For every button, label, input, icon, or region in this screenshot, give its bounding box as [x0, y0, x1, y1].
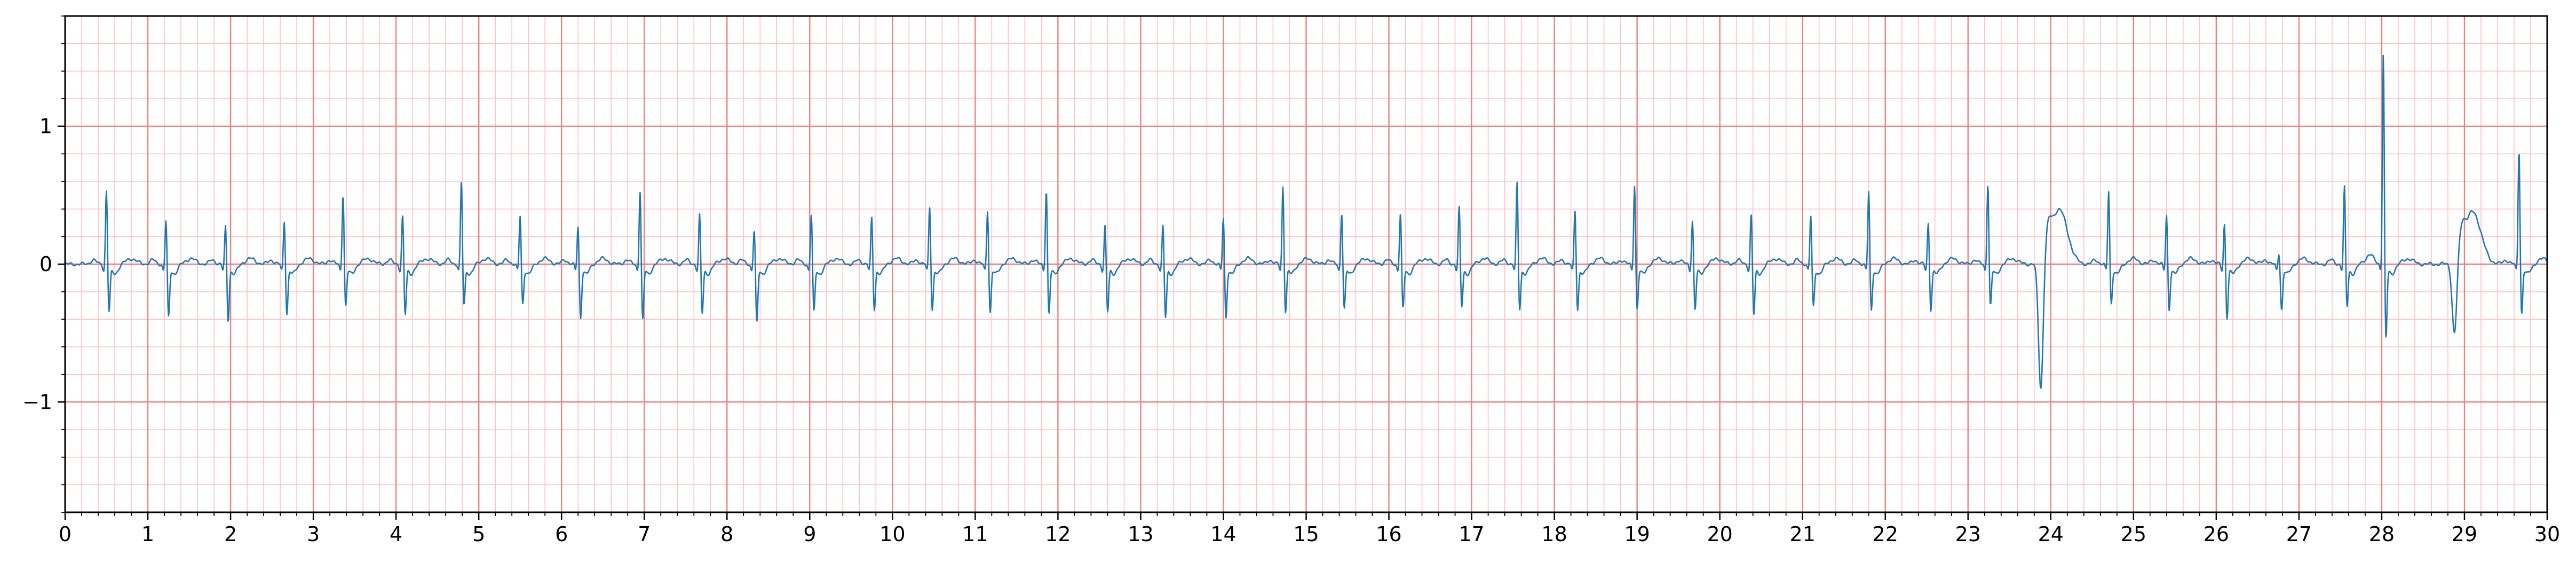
x-tick-label: 6 — [555, 522, 568, 546]
x-tick-label: 15 — [1293, 522, 1319, 546]
x-tick-label: 28 — [2369, 522, 2395, 546]
y-tick-label: −1 — [22, 390, 52, 414]
x-tick-label: 18 — [1541, 522, 1567, 546]
x-tick-label: 0 — [59, 522, 72, 546]
x-tick-label: 10 — [879, 522, 905, 546]
y-axis: 1 0 −1 — [22, 15, 65, 513]
x-tick-label: 30 — [2534, 522, 2560, 546]
x-tick-label: 9 — [803, 522, 816, 546]
x-tick-label: 3 — [307, 522, 320, 546]
x-tick-label: 7 — [638, 522, 651, 546]
x-tick-label: 1 — [141, 522, 154, 546]
y-tick-label: 0 — [39, 252, 52, 276]
x-tick-label: 16 — [1376, 522, 1401, 546]
ecg-trace — [65, 54, 2548, 389]
x-tick-label: 5 — [472, 522, 485, 546]
x-tick-label: 4 — [390, 522, 402, 546]
x-tick-label: 24 — [2038, 522, 2064, 546]
x-tick-label: 26 — [2204, 522, 2229, 546]
x-tick-label: 23 — [1955, 522, 1981, 546]
x-tick-label: 14 — [1210, 522, 1236, 546]
y-tick-label: 1 — [39, 115, 52, 138]
x-tick-label: 21 — [1790, 522, 1816, 546]
x-tick-label: 20 — [1707, 522, 1732, 546]
x-tick-label: 29 — [2452, 522, 2477, 546]
ecg-series-line — [65, 54, 2548, 389]
x-tick-label: 22 — [1873, 522, 1898, 546]
x-tick-label: 12 — [1045, 522, 1071, 546]
x-tick-label: 8 — [720, 522, 733, 546]
x-tick-label: 13 — [1128, 522, 1153, 546]
x-tick-label: 11 — [962, 522, 988, 546]
x-tick-label: 17 — [1459, 522, 1484, 546]
x-tick-label: 2 — [224, 522, 237, 546]
x-tick-label: 25 — [2121, 522, 2146, 546]
x-axis: 0 1 2 3 4 5 6 7 8 9 10 11 12 13 14 15 16 17 18 19 20 21 22 23 24… — [59, 512, 2560, 546]
x-tick-label: 19 — [1624, 522, 1650, 546]
x-tick-label: 27 — [2286, 522, 2312, 546]
